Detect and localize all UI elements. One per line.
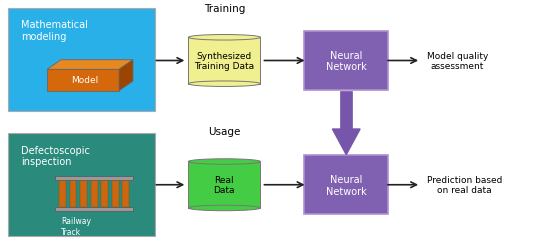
Polygon shape (55, 176, 133, 180)
FancyBboxPatch shape (305, 32, 388, 91)
Bar (70, 180, 76, 208)
Bar (101, 180, 108, 208)
Ellipse shape (188, 35, 260, 41)
Bar (340, 91, 352, 130)
Text: Model: Model (71, 76, 98, 85)
Polygon shape (332, 130, 360, 155)
FancyBboxPatch shape (8, 9, 155, 111)
Bar (59, 180, 66, 208)
Text: Prediction based
on real data: Prediction based on real data (427, 175, 502, 195)
FancyBboxPatch shape (305, 156, 388, 214)
Text: Synthesized
Training Data: Synthesized Training Data (194, 52, 254, 71)
Text: Training: Training (204, 4, 245, 14)
Bar (188, 162, 260, 208)
Bar (80, 180, 87, 208)
Bar (112, 180, 119, 208)
Text: Model quality
assessment: Model quality assessment (427, 52, 488, 71)
Polygon shape (55, 208, 133, 211)
Bar (188, 38, 260, 84)
Text: Defectoscopic
inspection: Defectoscopic inspection (21, 145, 90, 167)
FancyBboxPatch shape (8, 134, 155, 236)
Ellipse shape (188, 159, 260, 164)
Ellipse shape (188, 205, 260, 211)
Polygon shape (47, 70, 119, 91)
Bar (122, 180, 129, 208)
Text: Real
Data: Real Data (214, 175, 235, 195)
Text: Neural
Network: Neural Network (326, 50, 367, 72)
Text: Neural
Network: Neural Network (326, 174, 367, 196)
Bar (91, 180, 98, 208)
Ellipse shape (188, 82, 260, 87)
Text: Mathematical
modeling: Mathematical modeling (21, 20, 88, 42)
Polygon shape (47, 60, 133, 70)
Polygon shape (119, 60, 133, 91)
Text: Railway
Track: Railway Track (61, 216, 91, 236)
Text: Usage: Usage (208, 126, 240, 136)
